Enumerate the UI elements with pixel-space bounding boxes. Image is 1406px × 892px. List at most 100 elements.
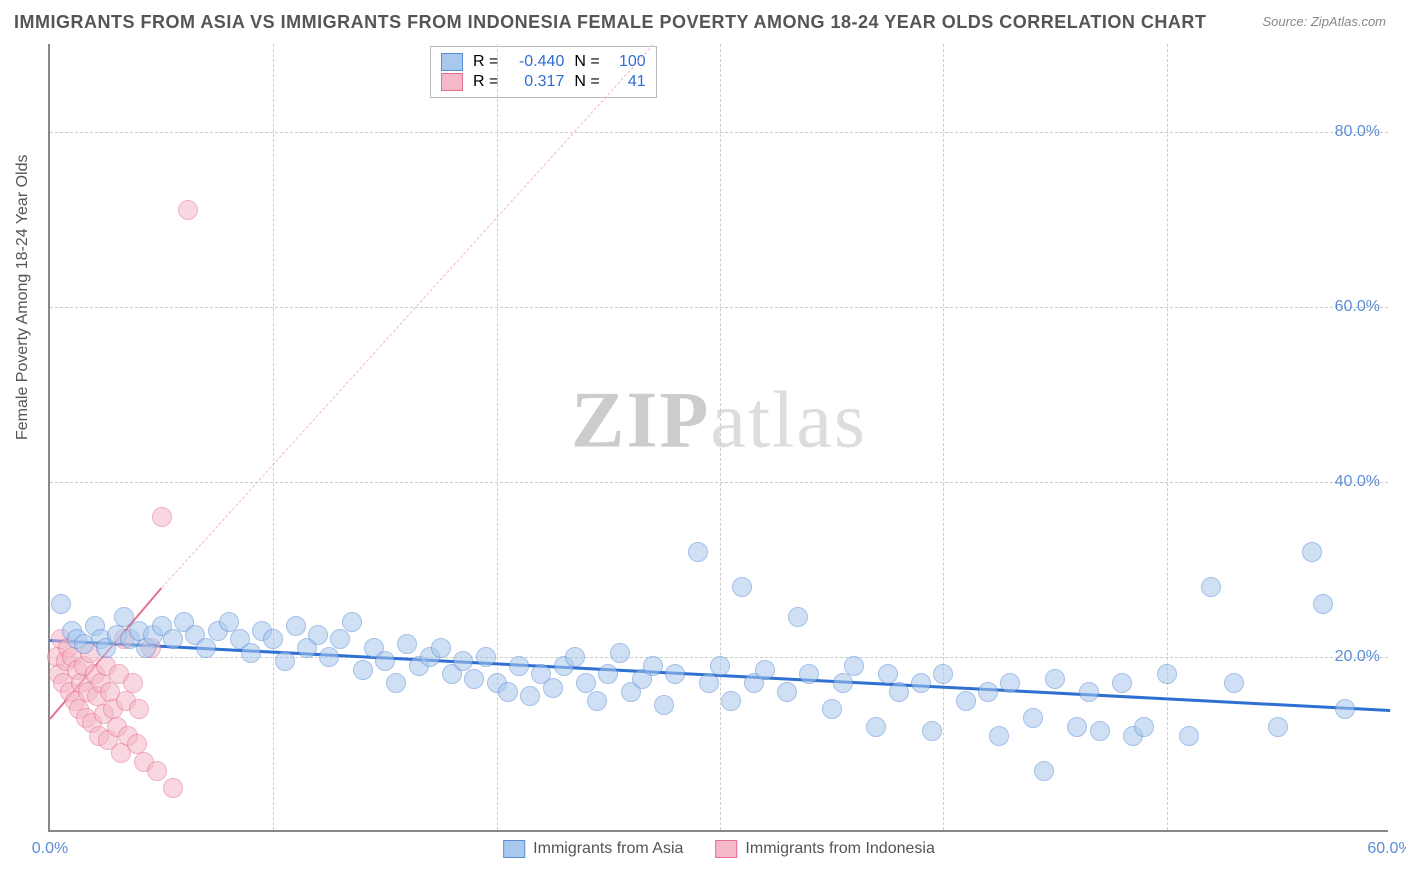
data-point — [889, 682, 909, 702]
data-point — [1112, 673, 1132, 693]
data-point — [476, 647, 496, 667]
data-point — [147, 761, 167, 781]
n-label: N = — [574, 53, 599, 71]
data-point — [989, 726, 1009, 746]
data-point — [922, 721, 942, 741]
data-point — [263, 629, 283, 649]
data-point — [453, 651, 473, 671]
data-point — [509, 656, 529, 676]
data-point — [353, 660, 373, 680]
legend-item-asia: Immigrants from Asia — [503, 840, 683, 858]
gridline-h — [50, 132, 1388, 133]
legend-label-asia: Immigrants from Asia — [533, 840, 683, 858]
data-point — [129, 699, 149, 719]
swatch-asia — [441, 53, 463, 71]
r-label: R = — [473, 53, 498, 71]
watermark-atlas: atlas — [710, 377, 867, 465]
data-point — [196, 638, 216, 658]
gridline-v — [943, 44, 944, 830]
watermark: ZIPatlas — [571, 376, 867, 467]
data-point — [375, 651, 395, 671]
data-point — [755, 660, 775, 680]
data-point — [587, 691, 607, 711]
data-point — [397, 634, 417, 654]
data-point — [152, 507, 172, 527]
legend-label-indonesia: Immigrants from Indonesia — [745, 840, 934, 858]
stats-row-1: R = -0.440 N = 100 — [441, 53, 646, 71]
stats-box: R = -0.440 N = 100 R = 0.317 N = 41 — [430, 46, 657, 98]
data-point — [788, 607, 808, 627]
legend-item-indonesia: Immigrants from Indonesia — [715, 840, 934, 858]
gridline-v — [720, 44, 721, 830]
data-point — [1023, 708, 1043, 728]
data-point — [1224, 673, 1244, 693]
data-point — [431, 638, 451, 658]
data-point — [911, 673, 931, 693]
data-point — [1302, 542, 1322, 562]
n-value-1: 100 — [610, 53, 646, 71]
data-point — [342, 612, 362, 632]
data-point — [1090, 721, 1110, 741]
data-point — [610, 643, 630, 663]
y-axis-label: Female Poverty Among 18-24 Year Olds — [14, 155, 32, 441]
data-point — [286, 616, 306, 636]
legend: Immigrants from Asia Immigrants from Ind… — [503, 840, 935, 858]
data-point — [799, 664, 819, 684]
data-point — [543, 678, 563, 698]
chart-title: IMMIGRANTS FROM ASIA VS IMMIGRANTS FROM … — [14, 12, 1206, 33]
data-point — [241, 643, 261, 663]
data-point — [565, 647, 585, 667]
source-label: Source: ZipAtlas.com — [1262, 14, 1386, 29]
watermark-zip: ZIP — [571, 377, 710, 465]
r-value-1: -0.440 — [508, 53, 564, 71]
data-point — [598, 664, 618, 684]
data-point — [978, 682, 998, 702]
r-label: R = — [473, 73, 498, 91]
data-point — [956, 691, 976, 711]
data-point — [866, 717, 886, 737]
data-point — [1201, 577, 1221, 597]
legend-swatch-asia — [503, 840, 525, 858]
data-point — [308, 625, 328, 645]
ytick-label: 60.0% — [1335, 298, 1380, 316]
data-point — [1179, 726, 1199, 746]
data-point — [1313, 594, 1333, 614]
data-point — [933, 664, 953, 684]
data-point — [732, 577, 752, 597]
data-point — [1157, 664, 1177, 684]
gridline-v — [273, 44, 274, 830]
data-point — [710, 656, 730, 676]
r-value-2: 0.317 — [508, 73, 564, 91]
data-point — [1000, 673, 1020, 693]
data-point — [1335, 699, 1355, 719]
data-point — [330, 629, 350, 649]
data-point — [123, 673, 143, 693]
stats-row-2: R = 0.317 N = 41 — [441, 73, 646, 91]
data-point — [833, 673, 853, 693]
data-point — [576, 673, 596, 693]
data-point — [498, 682, 518, 702]
data-point — [822, 699, 842, 719]
data-point — [844, 656, 864, 676]
data-point — [1034, 761, 1054, 781]
gridline-h — [50, 482, 1388, 483]
data-point — [464, 669, 484, 689]
ytick-label: 40.0% — [1335, 473, 1380, 491]
data-point — [219, 612, 239, 632]
data-point — [520, 686, 540, 706]
gridline-v — [1167, 44, 1168, 830]
data-point — [643, 656, 663, 676]
ytick-label: 20.0% — [1335, 648, 1380, 666]
ytick-label: 80.0% — [1335, 123, 1380, 141]
data-point — [386, 673, 406, 693]
data-point — [665, 664, 685, 684]
n-value-2: 41 — [610, 73, 646, 91]
data-point — [699, 673, 719, 693]
plot-area: ZIPatlas R = -0.440 N = 100 R = 0.317 N … — [48, 44, 1388, 832]
data-point — [178, 200, 198, 220]
data-point — [1067, 717, 1087, 737]
data-point — [163, 778, 183, 798]
gridline-h — [50, 307, 1388, 308]
xtick-label: 0.0% — [32, 840, 68, 858]
xtick-label: 60.0% — [1367, 840, 1406, 858]
